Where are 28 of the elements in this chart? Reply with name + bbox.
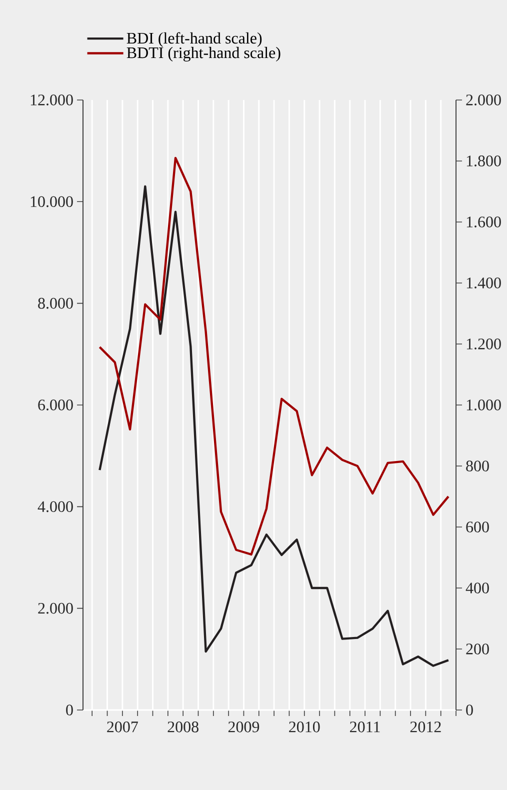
y2-tick-label: 800 — [466, 460, 489, 472]
y2-tick-label: 1.600 — [466, 216, 501, 228]
y2-tick-label: 2.000 — [466, 94, 501, 106]
y2-tick-label: 1.400 — [466, 278, 501, 288]
x-tick-label: 2010 — [289, 722, 320, 732]
y-tick-label: 4.000 — [38, 501, 73, 512]
y-tick-label: 10.000 — [30, 196, 73, 208]
x-tick-label: 2007 — [107, 722, 138, 732]
y2-tick-label: 600 — [466, 522, 489, 532]
y2-tick-label: 1.000 — [466, 400, 501, 410]
x-tick-label: 2009 — [228, 722, 260, 732]
x-tick-label: 2012 — [410, 722, 441, 732]
y2-tick-label: 0 — [466, 704, 473, 716]
line-series — [98, 156, 450, 556]
x-tick-label: 2011 — [350, 722, 380, 732]
legend-label: BDI (left-hand scale) — [126, 32, 262, 47]
y2-tick-label: 400 — [466, 582, 489, 594]
x-tick-label: 2008 — [168, 722, 198, 732]
y-tick-label: 8.000 — [38, 298, 73, 309]
y-tick-label: 12.000 — [30, 94, 73, 106]
legend-label: BDTI (right-hand scale) — [126, 46, 280, 62]
y2-tick-label: 200 — [466, 644, 489, 654]
y-tick-label: 2.000 — [38, 602, 73, 614]
y2-tick-label: 1.200 — [466, 338, 501, 350]
line-series — [98, 185, 450, 667]
y2-tick-label: 1.800 — [466, 156, 501, 166]
y-tick-label: 6.000 — [38, 400, 73, 410]
y-tick-label: 0 — [66, 704, 73, 716]
